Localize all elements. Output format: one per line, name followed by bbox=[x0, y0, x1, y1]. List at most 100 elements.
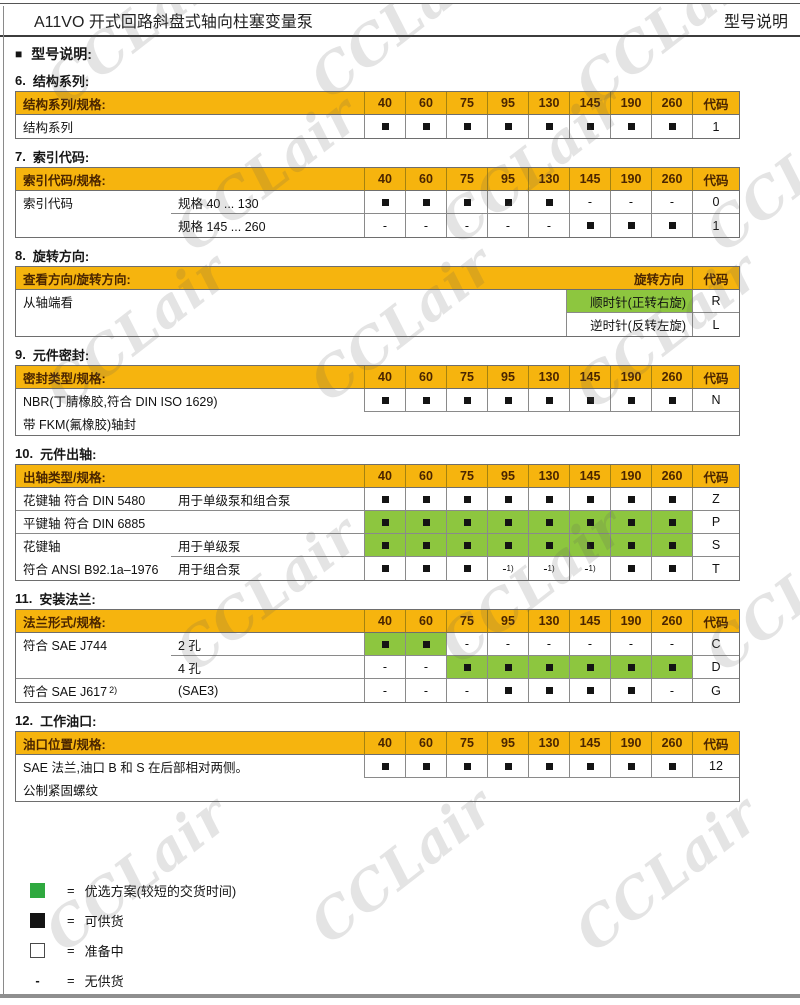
availability-square-icon bbox=[463, 495, 471, 503]
availability-cell bbox=[610, 389, 651, 412]
size-column-header: 190 bbox=[610, 366, 651, 389]
availability-square-icon bbox=[422, 762, 430, 770]
availability-square-icon bbox=[422, 495, 430, 503]
section-number: 11. bbox=[15, 590, 33, 606]
availability-cell bbox=[487, 534, 528, 557]
availability-square-icon bbox=[463, 518, 471, 526]
availability-cell bbox=[610, 488, 651, 511]
availability-cell bbox=[651, 755, 692, 778]
code-cell: 1 bbox=[692, 115, 739, 138]
size-column-header: 60 bbox=[405, 366, 446, 389]
size-column-header: 130 bbox=[528, 610, 569, 633]
availability-cell bbox=[528, 534, 569, 557]
size-column-header: 60 bbox=[405, 465, 446, 488]
mounting-flange-table: 法兰形式/规格: 40 60 75 95 130 145 190 260 代码 符合 SAE J74… bbox=[15, 609, 740, 703]
availability-square-icon bbox=[545, 123, 553, 130]
size-column-header: 95 bbox=[487, 168, 528, 191]
availability-square-icon bbox=[545, 687, 553, 694]
availability-cell bbox=[405, 633, 446, 656]
code-cell: C bbox=[692, 633, 739, 656]
section-title-flange: 11. 安装法兰: bbox=[15, 590, 800, 607]
section-label: 元件密封: bbox=[32, 347, 90, 363]
availability-square-icon bbox=[545, 518, 553, 526]
availability-cell bbox=[610, 755, 651, 778]
availability-square-icon bbox=[627, 565, 635, 572]
availability-cell bbox=[446, 488, 487, 511]
availability-cell bbox=[651, 656, 692, 679]
size-column-header: 95 bbox=[487, 465, 528, 488]
section-label: 旋转方向: bbox=[32, 248, 90, 264]
size-column-header: 145 bbox=[569, 366, 610, 389]
availability-cell bbox=[405, 557, 446, 580]
availability-square-icon bbox=[627, 762, 635, 770]
size-column-header: 145 bbox=[569, 610, 610, 633]
row-label: 平键轴 符合 DIN 6885 bbox=[16, 511, 171, 534]
availability-square-icon bbox=[668, 762, 676, 770]
footnote-marker: 1) bbox=[506, 563, 514, 573]
not-available-cell: - bbox=[651, 191, 692, 214]
availability-cell bbox=[446, 115, 487, 138]
model-code-heading: ■ 型号说明: bbox=[15, 45, 800, 63]
row-label: 结构系列 bbox=[23, 121, 74, 135]
size-column-header: 40 bbox=[364, 732, 405, 755]
availability-cell bbox=[610, 511, 651, 534]
availability-square-icon bbox=[627, 222, 635, 229]
availability-square-icon bbox=[668, 495, 676, 503]
code-column-header: 代码 bbox=[692, 267, 739, 290]
section-number: 12. bbox=[15, 712, 34, 728]
availability-cell bbox=[487, 115, 528, 138]
availability-square-icon bbox=[627, 495, 635, 503]
row-sublabel: 2 孔 bbox=[171, 633, 364, 656]
availability-cell bbox=[569, 656, 610, 679]
not-available-cell: - bbox=[528, 633, 569, 656]
size-column-header: 75 bbox=[446, 465, 487, 488]
code-column-header: 代码 bbox=[692, 92, 739, 115]
availability-square-icon bbox=[381, 762, 389, 770]
availability-square-icon bbox=[504, 663, 512, 671]
section-title-shaft: 10. 元件出轴: bbox=[15, 445, 800, 462]
code-cell: T bbox=[692, 557, 739, 580]
availability-cell bbox=[405, 755, 446, 778]
availability-cell bbox=[405, 191, 446, 214]
code-cell: 12 bbox=[692, 755, 739, 778]
footnote-marker: 1) bbox=[588, 563, 596, 573]
availability-square-icon bbox=[504, 396, 512, 404]
code-cell: G bbox=[692, 679, 739, 702]
availability-cell bbox=[569, 511, 610, 534]
availability-cell bbox=[528, 679, 569, 702]
availability-square-icon bbox=[586, 222, 594, 229]
table-header-label: 油口位置/规格: bbox=[16, 732, 364, 755]
availability-cell bbox=[364, 557, 405, 580]
size-column-header: 130 bbox=[528, 465, 569, 488]
direction-cell: 逆时针(反转左旋) bbox=[566, 313, 692, 336]
code-column-header: 代码 bbox=[692, 366, 739, 389]
availability-cell bbox=[569, 214, 610, 237]
size-column-header: 260 bbox=[651, 732, 692, 755]
code-column-header: 代码 bbox=[692, 610, 739, 633]
availability-cell bbox=[364, 389, 405, 412]
availability-square-icon bbox=[668, 123, 676, 130]
table-header-label: 索引代码/规格: bbox=[16, 168, 364, 191]
page-left-border bbox=[3, 6, 4, 994]
legend: = 优选方案(较短的交货时间) = 可供货 = 准备中 - = 无供货 bbox=[15, 882, 800, 989]
size-column-header: 190 bbox=[610, 92, 651, 115]
size-column-header: 145 bbox=[569, 465, 610, 488]
size-column-header: 190 bbox=[610, 732, 651, 755]
row-label bbox=[16, 313, 566, 336]
availability-cell bbox=[651, 214, 692, 237]
availability-square-icon bbox=[627, 396, 635, 404]
code-column-header: 代码 bbox=[692, 732, 739, 755]
availability-cell bbox=[405, 115, 446, 138]
availability-square-icon bbox=[463, 663, 471, 671]
size-column-header: 40 bbox=[364, 610, 405, 633]
availability-cell bbox=[651, 511, 692, 534]
not-available-cell: - bbox=[405, 656, 446, 679]
not-available-cell: - bbox=[446, 679, 487, 702]
availability-cell bbox=[610, 557, 651, 580]
availability-square-icon bbox=[627, 541, 635, 549]
code-cell: D bbox=[692, 656, 739, 679]
row-label: 符合 ANSI B92.1a–1976 bbox=[23, 563, 159, 577]
section-number: 7. bbox=[15, 148, 26, 164]
working-ports-table: 油口位置/规格: 40 60 75 95 130 145 190 260 代码 SAE 法兰,油口 … bbox=[15, 731, 740, 802]
not-available-cell: - bbox=[487, 214, 528, 237]
